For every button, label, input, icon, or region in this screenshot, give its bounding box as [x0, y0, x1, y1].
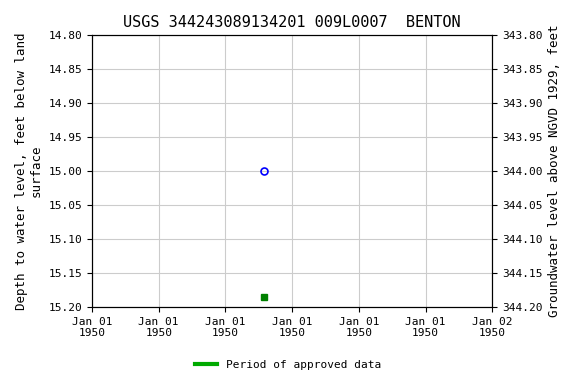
Y-axis label: Groundwater level above NGVD 1929, feet: Groundwater level above NGVD 1929, feet: [548, 25, 561, 318]
Y-axis label: Depth to water level, feet below land
surface: Depth to water level, feet below land su…: [15, 32, 43, 310]
Title: USGS 344243089134201 009L0007  BENTON: USGS 344243089134201 009L0007 BENTON: [123, 15, 461, 30]
Legend: Period of approved data: Period of approved data: [191, 356, 385, 375]
